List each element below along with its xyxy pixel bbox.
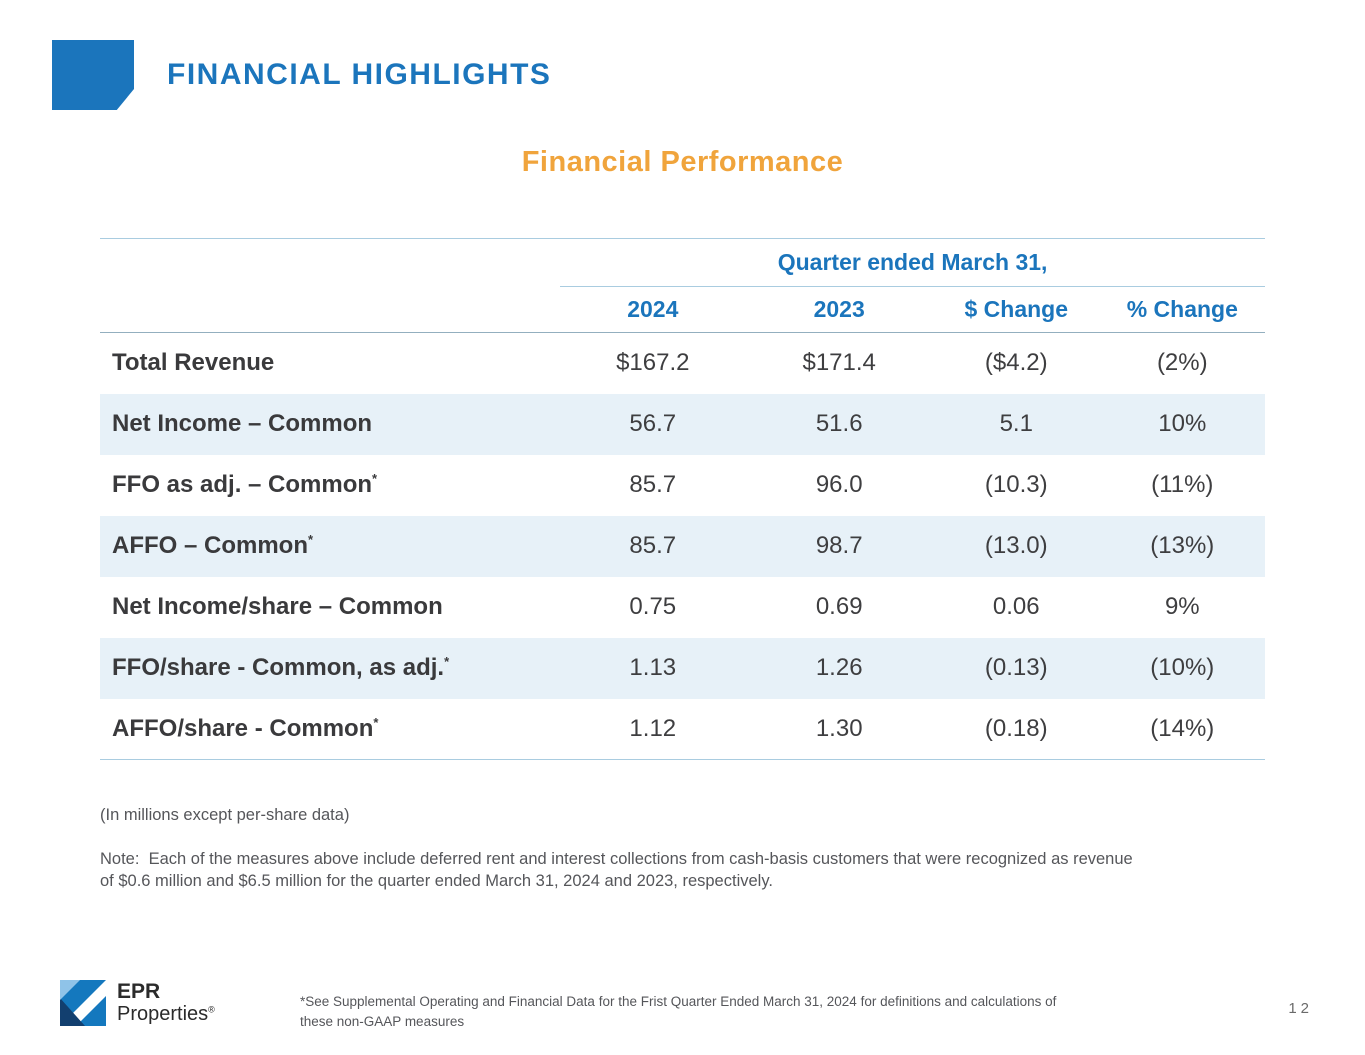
brand-name: EPR: [117, 980, 161, 1003]
cell-value: 85.7: [629, 471, 677, 498]
row-label: FFO as adj. – Common: [112, 471, 373, 498]
units-note: (In millions except per-share data): [100, 806, 350, 824]
brand-subname-text: Properties: [117, 1002, 209, 1025]
cell-value: (13.0): [984, 532, 1048, 559]
deferred-rent-note: Note: Each of the measures above include…: [100, 850, 1138, 891]
column-header-percent-change: % Change: [1099, 286, 1265, 333]
brand-subname: Properties®: [117, 1002, 215, 1026]
financial-table: Quarter ended March 31, 2024 2023 $ Chan…: [100, 238, 1265, 760]
registered-mark: ®: [208, 1004, 215, 1015]
row-label-cell: Net Income/share – Common: [100, 577, 560, 638]
cell-value: 1.12: [560, 698, 746, 760]
cell-value: 51.6: [815, 410, 863, 437]
cell-value: (0.13): [984, 654, 1048, 681]
row-label: Net Income – Common: [112, 410, 373, 437]
cell-value: 9%: [1164, 593, 1200, 620]
cell-value: $171.4: [802, 349, 876, 377]
non-gaap-footnote: *See Supplemental Operating and Financia…: [300, 994, 1057, 1030]
cell-value: 0.69: [815, 593, 863, 620]
table-row: Net Income/share – Common 0.75 0.69 0.06…: [100, 577, 1265, 638]
column-header-2023: 2023: [745, 286, 933, 333]
cell-value: 1.30: [745, 698, 933, 760]
cell-value: $167.2: [616, 349, 690, 377]
cell-value: 5.1: [999, 410, 1033, 437]
row-label-cell: FFO as adj. – Common*: [100, 455, 560, 516]
table-row: FFO as adj. – Common* 85.7 96.0 (10.3) (…: [100, 455, 1265, 516]
row-label-cell: Net Income – Common: [100, 394, 560, 455]
column-header-dollar-change: $ Change: [932, 286, 1100, 333]
group-header: Quarter ended March 31,: [560, 238, 1265, 287]
row-label: AFFO/share - Common: [112, 714, 374, 742]
footnote-asterisk: *: [308, 532, 314, 547]
row-label: FFO/share - Common, as adj.: [112, 654, 445, 681]
footnote-asterisk: *: [373, 714, 379, 730]
page-title: FINANCIAL HIGHLIGHTS: [167, 58, 552, 91]
table-row: Total Revenue $167.2 $171.4 ($4.2) (2%): [100, 333, 1265, 394]
cell-value: (11%): [1151, 471, 1214, 498]
cell-value: 10%: [1158, 410, 1207, 437]
cell-value: 0.75: [629, 593, 677, 620]
slide-title: Financial Performance: [521, 146, 844, 178]
cell-value: 1.13: [629, 654, 677, 681]
cell-value: 96.0: [815, 471, 863, 498]
cell-value: (14%): [1099, 698, 1265, 760]
row-label: Total Revenue: [112, 349, 275, 377]
cell-value: (10%): [1150, 654, 1215, 681]
row-label: Net Income/share – Common: [112, 593, 443, 620]
cell-value: ($4.2): [984, 349, 1048, 377]
group-header-row: Quarter ended March 31,: [100, 238, 1265, 287]
header-accent-square: [52, 40, 134, 110]
page-number: 12: [1288, 1000, 1313, 1017]
row-label-cell: AFFO – Common*: [100, 516, 560, 577]
cell-value: (2%): [1156, 349, 1208, 377]
row-label-cell: AFFO/share - Common*: [100, 698, 561, 760]
epr-logo-text: EPR Properties®: [117, 980, 215, 1025]
slide-header: FINANCIAL HIGHLIGHTS: [52, 40, 551, 110]
row-label: AFFO – Common: [112, 532, 308, 559]
column-header-row: 2024 2023 $ Change % Change: [100, 286, 1265, 333]
cell-value: (10.3): [984, 471, 1048, 498]
spacer-cell: [100, 286, 561, 333]
table-row: AFFO/share - Common* 1.12 1.30 (0.18) (1…: [100, 698, 1265, 760]
table-row: FFO/share - Common, as adj.* 1.13 1.26 (…: [100, 637, 1265, 699]
cell-value: 1.26: [815, 654, 863, 681]
cell-value: (13%): [1150, 532, 1215, 559]
epr-logo: EPR Properties®: [60, 980, 215, 1026]
footnote-asterisk: *: [444, 654, 450, 669]
cell-value: 98.7: [815, 532, 863, 559]
cell-value: 85.7: [629, 532, 677, 559]
row-label-cell: Total Revenue: [100, 333, 560, 394]
table-row: Net Income – Common 56.7 51.6 5.1 10%: [100, 393, 1265, 455]
cell-value: 56.7: [629, 410, 677, 437]
spacer-cell: [100, 239, 560, 287]
footnote-asterisk: *: [372, 471, 378, 486]
cell-value: 0.06: [992, 593, 1040, 620]
epr-logo-icon: [60, 980, 106, 1026]
column-header-2024: 2024: [560, 286, 746, 333]
table-row: AFFO – Common* 85.7 98.7 (13.0) (13%): [100, 515, 1265, 577]
row-label-cell: FFO/share - Common, as adj.*: [100, 638, 560, 699]
cell-value: (0.18): [932, 698, 1100, 760]
